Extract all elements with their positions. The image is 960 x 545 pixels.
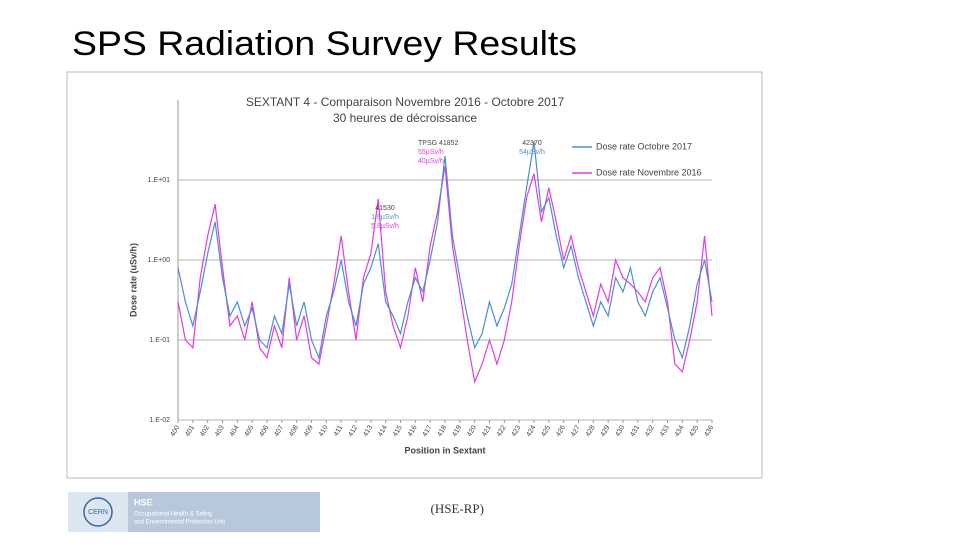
series-line: [177, 141, 713, 360]
x-tick-label: 433: [659, 424, 671, 438]
x-tick-label: 403: [214, 424, 226, 438]
x-tick-label: 414: [377, 424, 389, 438]
x-axis-label: Position in Sextant: [404, 445, 485, 455]
annotation: 41530: [375, 205, 395, 212]
x-tick-label: 424: [525, 424, 537, 438]
group: (HSE-RP): [431, 501, 484, 516]
x-tick-label: 402: [199, 424, 211, 438]
legend-label: Dose rate Octobre 2017: [596, 141, 692, 151]
x-tick-label: 404: [229, 424, 241, 438]
x-tick-label: 435: [689, 424, 701, 438]
slide-title: SPS Radiation Survey Results: [72, 25, 577, 63]
annotation: 54µSv/h: [519, 149, 545, 156]
y-tick-label: 1.E+01: [148, 177, 170, 184]
series-line: [177, 165, 713, 384]
x-tick-label: 410: [318, 424, 330, 438]
unit: HSE: [134, 497, 153, 507]
x-tick-label: 411: [333, 424, 345, 437]
x-tick-label: 428: [585, 424, 597, 438]
x-tick-label: 412: [347, 424, 359, 438]
y-tick-label: 1.E-02: [149, 417, 170, 424]
x-tick-label: 419: [451, 424, 463, 438]
x-tick-label: 436: [703, 424, 715, 438]
x-tick-label: 426: [555, 424, 567, 438]
annotation: TPSG 41852: [418, 140, 459, 147]
x-tick-label: 429: [600, 424, 612, 438]
y-tick-label: 1.E-01: [149, 337, 170, 344]
x-tick-label: 416: [407, 424, 419, 438]
x-tick-label: 407: [273, 424, 285, 438]
unit-name: and Environmental Protection Unit: [134, 520, 225, 526]
x-tick-label: 400: [169, 424, 181, 438]
logo: [83, 497, 113, 527]
logo-text: CERN: [88, 509, 108, 516]
x-tick-label: 421: [481, 424, 493, 438]
annotation: 42370: [522, 140, 542, 147]
annotation: 1.6µSv/h: [371, 214, 399, 221]
x-tick-label: 406: [258, 424, 270, 438]
x-tick-label: 430: [614, 424, 626, 438]
x-tick-label: 427: [570, 424, 582, 438]
group-box: [320, 492, 488, 532]
annotation: 55µSv/h: [418, 149, 444, 156]
x-tick-label: 415: [392, 424, 404, 438]
unit-name: Occupational Health & Safety: [134, 512, 212, 518]
x-tick-label: 401: [184, 424, 196, 438]
x-tick-label: 425: [540, 424, 552, 438]
annotation: 40µSv/h: [418, 158, 444, 165]
x-tick-label: 417: [422, 424, 434, 438]
x-tick-label: 405: [244, 424, 256, 438]
chart-title: SEXTANT 4 - Comparaison Novembre 2016 - …: [246, 95, 565, 109]
chart-subtitle: 30 heures de décroissance: [333, 111, 477, 125]
x-tick-label: 418: [436, 424, 448, 438]
x-tick-label: 408: [288, 424, 300, 438]
x-tick-label: 434: [674, 424, 686, 438]
x-tick-label: 431: [629, 424, 641, 438]
x-tick-label: 409: [303, 424, 315, 438]
x-tick-label: 423: [511, 424, 523, 438]
x-tick-label: 422: [496, 424, 508, 438]
x-tick-label: 432: [644, 424, 656, 438]
y-axis-label: Dose rate (uSv/h): [128, 243, 138, 317]
legend-label: Dose rate Novembre 2016: [596, 167, 702, 177]
annotation: 5.8µSv/h: [371, 223, 399, 230]
x-tick-label: 413: [362, 424, 374, 438]
y-tick-label: 1.E+00: [148, 257, 170, 264]
x-tick-label: 420: [466, 424, 478, 438]
footer: CERN HSE Occupational Health & Safety an…: [68, 492, 488, 532]
